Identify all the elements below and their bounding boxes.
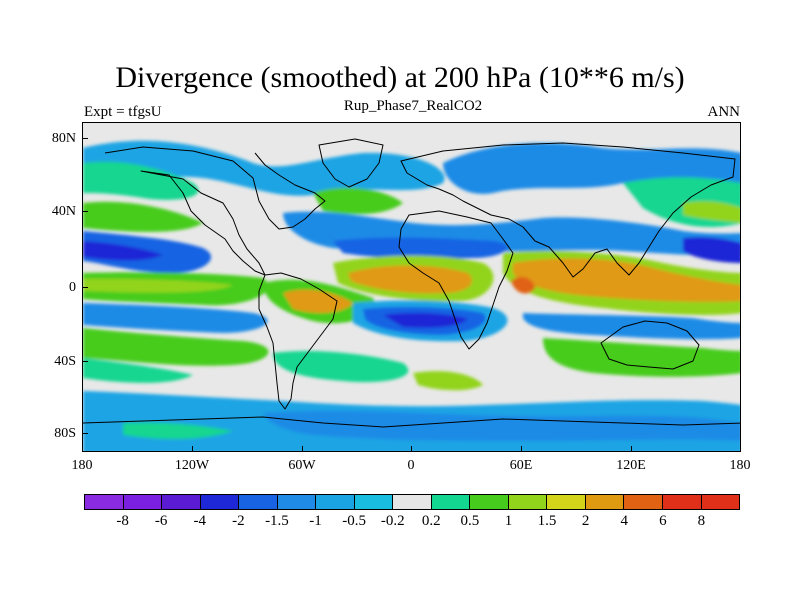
colorbar-label: -1.5	[265, 513, 289, 529]
colorbar-label: 1	[504, 513, 513, 529]
colorbar-swatch	[277, 495, 317, 509]
map-title: Divergence (smoothed) at 200 hPa (10**6 …	[115, 61, 685, 94]
colorbar-swatch	[393, 495, 432, 509]
contour-region	[83, 241, 163, 261]
contour-region	[123, 422, 233, 440]
y-tickmark	[82, 361, 88, 362]
colorbar-swatch	[316, 495, 355, 509]
x-tickmark	[302, 446, 303, 452]
x-tickmark	[631, 446, 632, 452]
contour-region	[383, 312, 468, 328]
y-tickmark	[82, 287, 88, 288]
colorbar-label: 8	[697, 513, 706, 529]
colorbar-label: -6	[154, 513, 168, 529]
contour-region	[83, 161, 199, 200]
contour-region	[83, 278, 233, 293]
colorbar-label: 0.2	[421, 513, 441, 529]
contour-region	[313, 187, 403, 215]
x-tick-label: 180	[729, 458, 751, 473]
contour-region	[543, 338, 740, 377]
coastline-antarctica	[83, 416, 740, 428]
colorbar-label: 6	[659, 513, 667, 529]
colorbar-swatch	[123, 495, 163, 509]
contour-region	[83, 303, 268, 333]
colorbar-label: 1.5	[537, 513, 557, 529]
x-tickmark	[82, 446, 83, 452]
colorbar-label: -4	[193, 513, 207, 529]
coastline-africa	[398, 210, 514, 350]
contour-region	[263, 410, 740, 441]
colorbar-label: -0.5	[342, 513, 366, 529]
colorbar-swatch	[470, 495, 509, 509]
y-tick-label: 0	[69, 280, 76, 295]
x-tickmark	[192, 446, 193, 452]
divergence-field	[83, 123, 740, 451]
colorbar-label: 0.5	[460, 513, 480, 529]
coastline-greenland	[318, 138, 384, 188]
colorbar	[84, 494, 740, 510]
colorbar-swatch	[547, 495, 586, 509]
colorbar-swatch	[662, 495, 702, 509]
x-tick-label: 180	[71, 458, 93, 473]
x-tickmark	[411, 446, 412, 452]
colorbar-swatch	[431, 495, 471, 509]
x-tickmark	[521, 446, 522, 452]
colorbar-label: -1	[309, 513, 322, 529]
colorbar-label: 4	[620, 513, 628, 529]
coastline-south-america	[258, 272, 338, 410]
x-tick-label: 60E	[509, 458, 533, 473]
contour-region	[83, 358, 193, 383]
coastline-north-america	[104, 146, 326, 276]
contour-region	[523, 313, 740, 340]
colorbar-label: -0.2	[380, 513, 405, 529]
contour-region	[413, 371, 483, 391]
x-tick-label: 120E	[616, 458, 646, 473]
colorbar-swatch	[239, 495, 278, 509]
colorbar-swatch	[508, 495, 548, 509]
map-panel	[82, 122, 741, 452]
colorbar-swatch	[354, 495, 394, 509]
colorbar-label: -8	[116, 513, 129, 529]
run-label: Rup_Phase7_RealCO2	[343, 98, 483, 114]
colorbar-swatch	[585, 495, 625, 509]
contour-region	[683, 201, 740, 223]
y-tickmark	[82, 138, 88, 139]
season-label: ANN	[707, 104, 741, 120]
contour-region	[333, 237, 508, 260]
x-tick-label: 0	[407, 458, 415, 473]
contour-region	[513, 258, 740, 302]
colorbar-label: -2	[232, 513, 245, 529]
y-tick-label: 80S	[54, 426, 76, 441]
colorbar-swatch	[701, 495, 740, 509]
y-tick-label: 40N	[51, 204, 76, 219]
contour-region	[683, 237, 740, 263]
x-tickmark	[740, 446, 741, 452]
contour-region	[273, 351, 409, 383]
x-tick-label: 60W	[288, 458, 316, 473]
y-tick-label: 40S	[54, 354, 76, 369]
colorbar-swatch	[200, 495, 240, 509]
coastline-australia	[600, 320, 700, 370]
colorbar-swatch	[85, 495, 124, 509]
experiment-label: Expt = tfgsU	[84, 104, 162, 120]
x-tick-label: 120W	[174, 458, 210, 473]
coastlines	[83, 138, 740, 428]
contour-region	[83, 140, 445, 196]
y-tickmark	[82, 211, 88, 212]
colorbar-swatch	[624, 495, 663, 509]
contour-region	[83, 328, 269, 366]
contour-region	[83, 201, 203, 232]
contour-region	[511, 277, 535, 294]
coastline-eurasia	[400, 142, 736, 278]
colorbar-label: 2	[581, 513, 590, 529]
y-tick-label: 80N	[51, 131, 76, 146]
colorbar-swatch	[162, 495, 201, 509]
y-tickmark	[82, 433, 88, 434]
